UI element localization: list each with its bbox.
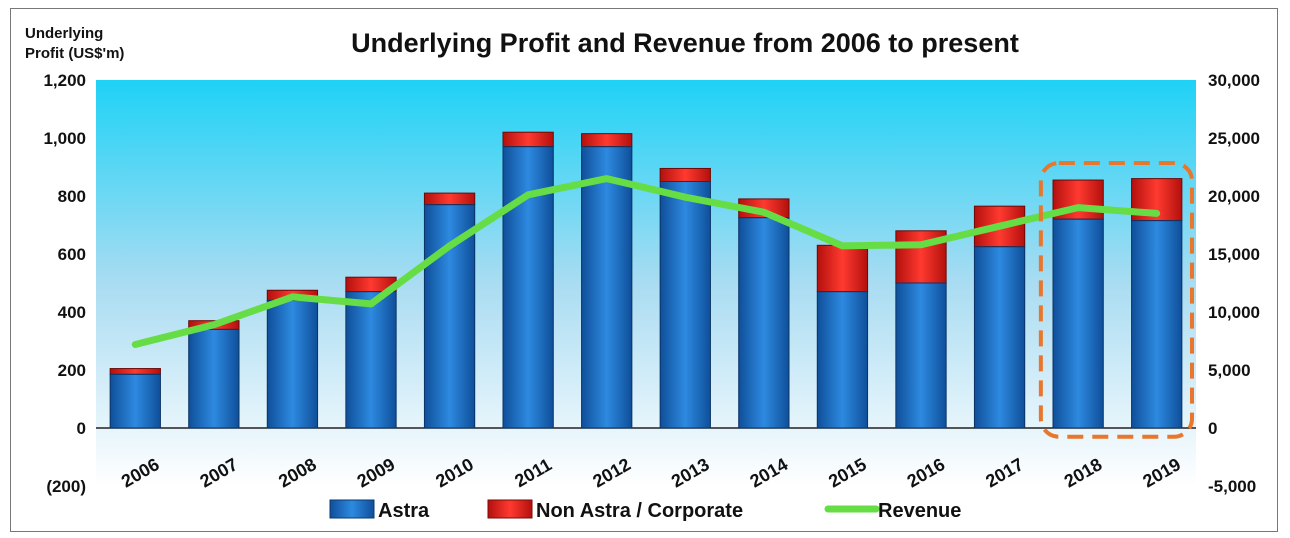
bar-astra-2018 xyxy=(1052,218,1104,429)
bar-astra-2009 xyxy=(345,291,397,429)
legend: Astra Non Astra / Corporate Revenue xyxy=(329,499,961,522)
highlight-box xyxy=(1038,161,1195,439)
y-right-tick-label: 0 xyxy=(1208,419,1217,438)
plot-area xyxy=(96,80,1196,486)
legend-label-revenue: Revenue xyxy=(878,500,961,522)
legend-label-astra: Astra xyxy=(378,500,430,522)
y-left-tick-label: 1,000 xyxy=(43,129,86,148)
bar-astra-2006 xyxy=(109,373,161,429)
y-left-tick-label: 800 xyxy=(58,187,86,206)
y-right-tick-label: 5,000 xyxy=(1208,361,1251,380)
bar-astra-2012 xyxy=(581,146,633,429)
bar-non-astra-2015 xyxy=(816,244,869,293)
bar-astra-2014 xyxy=(738,217,790,429)
legend-swatch-non-astra xyxy=(487,499,533,519)
bar-non-astra-2011 xyxy=(502,131,554,148)
y-right-tick-label: 25,000 xyxy=(1208,129,1260,148)
bar-astra-2015 xyxy=(816,291,869,429)
y-axis-label-line-1: Underlying xyxy=(25,25,103,42)
bar-astra-2017 xyxy=(973,246,1026,429)
y-left-tick-label: 200 xyxy=(58,361,86,380)
y-left-tick-label: 400 xyxy=(58,303,86,322)
bar-astra-2013 xyxy=(659,181,711,429)
y-axis-label-line-2: Profit (US$'m) xyxy=(25,45,124,62)
legend-swatch-astra xyxy=(329,499,375,519)
y-right-tick-label: 10,000 xyxy=(1208,303,1260,322)
bar-astra-2016 xyxy=(895,282,947,429)
revenue-line xyxy=(131,175,1161,348)
legend-label-non-astra: Non Astra / Corporate xyxy=(536,500,743,522)
chart-title: Underlying Profit and Revenue from 2006 … xyxy=(351,28,1019,58)
y-right-tick-label: 30,000 xyxy=(1208,71,1260,90)
y-left-tick-label: 600 xyxy=(58,245,86,264)
y-left-tick-label: 1,200 xyxy=(43,71,86,90)
bar-non-astra-2013 xyxy=(659,167,711,182)
y-right-tick-label: 20,000 xyxy=(1208,187,1260,206)
bar-non-astra-2012 xyxy=(581,133,633,148)
bar-astra-2007 xyxy=(188,328,240,429)
bar-non-astra-2006 xyxy=(109,368,161,375)
y-left-tick-label: (200) xyxy=(46,477,86,496)
bar-astra-2019 xyxy=(1131,220,1183,429)
y-right-tick-label: -5,000 xyxy=(1208,477,1256,496)
y-right-tick-label: 15,000 xyxy=(1208,245,1260,264)
bar-non-astra-2010 xyxy=(423,192,476,206)
y-left-tick-label: 0 xyxy=(77,419,86,438)
bar-astra-2008 xyxy=(266,299,319,429)
